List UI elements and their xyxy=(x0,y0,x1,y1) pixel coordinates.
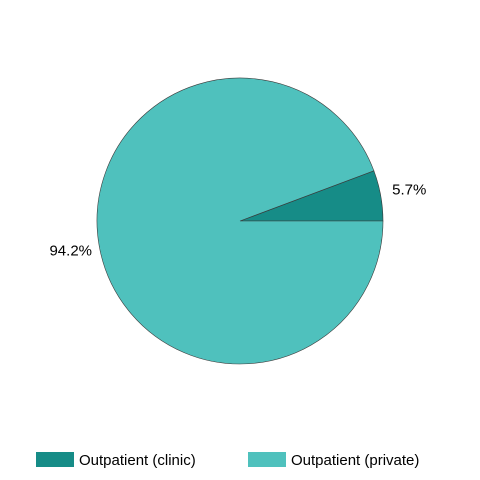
pie-slice xyxy=(96,77,384,365)
legend-label: Outpatient (clinic) xyxy=(79,452,196,469)
data-label: 94.2% xyxy=(49,243,92,260)
legend-swatch xyxy=(248,452,286,467)
legend-label: Outpatient (private) xyxy=(291,452,419,469)
legend-swatch xyxy=(36,452,74,467)
data-label: 5.7% xyxy=(392,181,426,198)
